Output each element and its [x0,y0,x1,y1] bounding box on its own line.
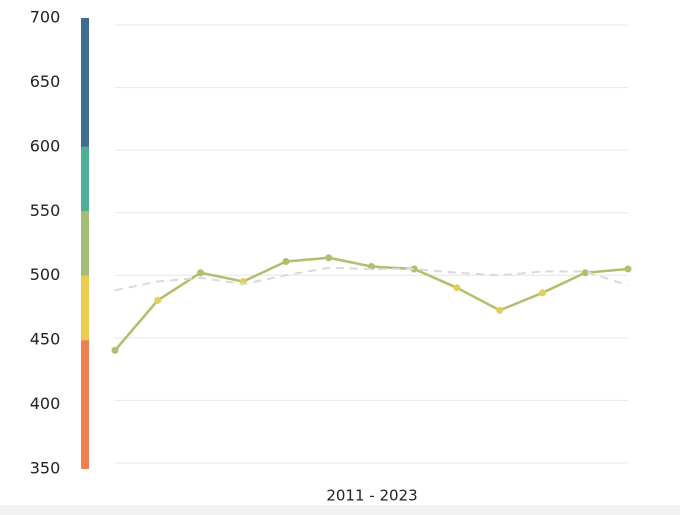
trend-line [114,266,629,292]
band [81,211,89,276]
y-tick-label: 400 [30,394,61,413]
y-tick-label: 700 [30,8,61,27]
data-point [496,306,504,314]
band [81,340,89,469]
data-point [111,346,119,354]
y-tick-label: 650 [30,72,61,91]
data-point [325,254,333,262]
y-tick-label: 350 [30,459,61,478]
data-point [453,284,461,292]
data-point [624,265,632,273]
x-axis-label: 2011 - 2023 [326,487,417,505]
band [81,146,89,212]
data-point [539,289,546,297]
y-tick-label: 550 [30,201,61,220]
y-tick-label: 500 [30,265,61,284]
band [81,18,89,147]
data-point [581,269,589,277]
data-point [282,258,290,266]
bottom-bar [0,505,680,515]
data-point [154,296,162,304]
data-point [197,269,204,277]
y-tick-label: 450 [30,330,61,349]
band [81,275,89,341]
data-point [410,265,418,273]
y-tick-label: 600 [30,136,61,155]
